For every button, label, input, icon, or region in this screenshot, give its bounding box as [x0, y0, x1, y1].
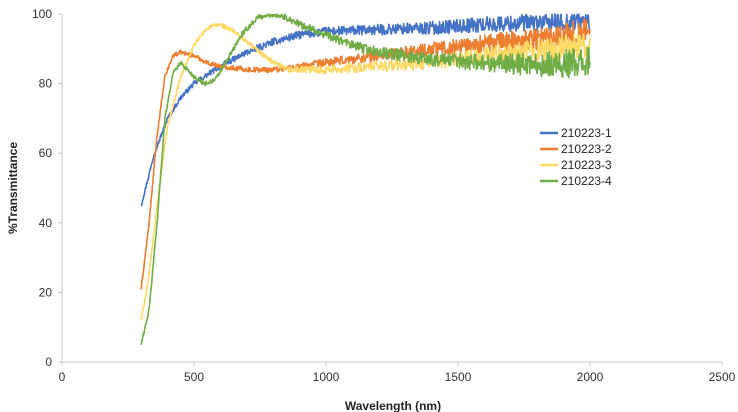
series-line — [140, 18, 591, 290]
y-tick-label: 80 — [39, 77, 53, 91]
legend: 210223-1 210223-2 210223-3 210223-4 — [540, 126, 612, 188]
y-tick-labels: 0 20 40 60 80 100 — [32, 7, 62, 369]
x-tick-label: 2000 — [577, 370, 604, 384]
series-line — [140, 13, 591, 345]
axes — [61, 14, 722, 363]
y-tick-label: 60 — [39, 146, 53, 160]
x-axis-title: Wavelength (nm) — [345, 399, 441, 412]
series-line — [140, 22, 591, 321]
x-tick-label: 2500 — [709, 370, 736, 384]
x-tick-label: 0 — [59, 370, 66, 384]
x-tick-label: 500 — [184, 370, 204, 384]
legend-label: 210223-4 — [561, 174, 612, 188]
y-tick-label: 20 — [39, 285, 53, 299]
legend-label: 210223-2 — [561, 142, 612, 156]
y-tick-label: 100 — [32, 7, 52, 21]
series-line — [140, 13, 591, 207]
x-tick-label: 1000 — [313, 370, 340, 384]
y-axis-title: %Transmittance — [6, 142, 20, 234]
legend-label: 210223-1 — [561, 126, 612, 140]
x-tick-label: 1500 — [445, 370, 472, 384]
x-tick-labels: 0 500 1000 1500 2000 2500 — [59, 362, 736, 384]
legend-label: 210223-3 — [561, 158, 612, 172]
y-tick-label: 0 — [45, 355, 52, 369]
series-lines — [140, 13, 591, 345]
y-tick-label: 40 — [39, 216, 53, 230]
